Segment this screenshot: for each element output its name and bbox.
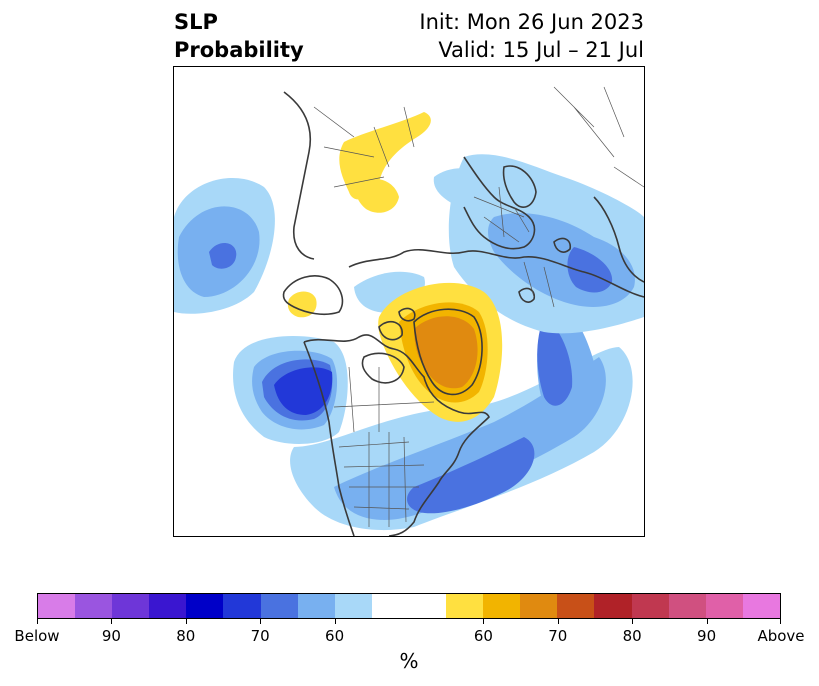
colorbar-segment	[260, 594, 298, 618]
colorbar-tick	[557, 619, 559, 624]
coast-pacific-na	[303, 341, 355, 536]
valid-range: Valid: 15 Jul – 21 Jul	[438, 38, 644, 62]
coast-europe	[463, 156, 536, 250]
colorbar-segment	[742, 594, 780, 618]
colorbar-tick-label: Above	[757, 627, 805, 645]
borders-asia	[313, 106, 415, 188]
colorbar-segment	[408, 594, 447, 618]
coast-hudson-bay	[361, 352, 405, 384]
colorbar-tick-label: 70	[250, 627, 270, 645]
borders-us-states	[338, 432, 425, 527]
map-title: SLP Probability	[174, 8, 304, 64]
colorbar-segment	[334, 594, 372, 618]
below-70-atlantic	[407, 437, 535, 514]
colorbar-segment	[149, 594, 187, 618]
colorbar-tick	[483, 619, 485, 624]
colorbar-segment	[557, 594, 595, 618]
colorbar-segment	[631, 594, 669, 618]
colorbar-tick	[706, 619, 708, 624]
colorbar-tick	[632, 619, 634, 624]
colorbar-tick	[780, 619, 781, 624]
colorbar-segment	[75, 594, 113, 618]
colorbar-segment	[38, 594, 76, 618]
init-date: Init: Mon 26 Jun 2023	[419, 10, 644, 34]
colorbar-tick-label: 60	[325, 627, 345, 645]
colorbar-segment	[520, 594, 558, 618]
colorbar-tick	[37, 619, 38, 624]
colorbar-segment	[594, 594, 632, 618]
borders-canada	[333, 366, 435, 433]
colorbar-tick-label: 90	[101, 627, 121, 645]
above-normal-shading	[287, 112, 503, 422]
above-70-greenland	[414, 316, 478, 389]
colorbar-segment	[186, 594, 224, 618]
map-panel	[173, 66, 645, 537]
coast-eurasia-north	[348, 248, 644, 298]
colorbar-tick-label: 80	[176, 627, 196, 645]
above-50-alaska-gulf	[287, 291, 317, 318]
coast-alaska	[282, 275, 344, 315]
colorbar-segment	[705, 594, 743, 618]
title-line-probability: Probability	[174, 38, 304, 62]
colorbar-segment	[112, 594, 150, 618]
below-50-siberia	[433, 168, 504, 211]
above-50-baltic	[356, 178, 399, 213]
colorbar-segment	[483, 594, 521, 618]
colorbar	[37, 593, 781, 619]
colorbar-tick	[260, 619, 262, 624]
coast-iceland-uk	[518, 237, 572, 303]
borders-europe	[473, 186, 555, 308]
colorbar-tick-label: 60	[473, 627, 493, 645]
colorbar-tick-label: 70	[548, 627, 568, 645]
coast-asia-east	[283, 91, 315, 260]
coast-arctic-islands	[378, 307, 416, 341]
map-dates: Init: Mon 26 Jun 2023 Valid: 15 Jul – 21…	[419, 8, 644, 64]
colorbar-tick	[334, 619, 336, 624]
below-60-atlantic	[334, 357, 606, 520]
coast-greenland	[413, 308, 483, 396]
colorbar-tick	[111, 619, 113, 624]
colorbar-unit-label: %	[399, 649, 419, 673]
colorbar-segment	[668, 594, 706, 618]
colorbar-tick-label: Below	[14, 627, 60, 645]
title-line-slp: SLP	[174, 10, 218, 34]
colorbar-tick	[185, 619, 187, 624]
below-70-eurasia	[567, 247, 613, 293]
colorbar-tick-label: 80	[622, 627, 642, 645]
borders-east	[553, 86, 644, 188]
coast-north-america	[303, 334, 490, 536]
coast-scandinavia	[502, 165, 537, 208]
coastlines	[282, 91, 644, 536]
colorbar-segment	[446, 594, 484, 618]
political-borders	[313, 86, 644, 527]
coast-mediterranean	[593, 196, 644, 283]
colorbar-segment	[223, 594, 261, 618]
colorbar-segment	[297, 594, 335, 618]
below-70-pacific-west	[209, 242, 237, 269]
colorbar-tick-label: 90	[697, 627, 717, 645]
below-70-midatlantic	[537, 317, 573, 406]
colorbar-segment	[371, 594, 409, 618]
polar-map	[174, 86, 644, 536]
